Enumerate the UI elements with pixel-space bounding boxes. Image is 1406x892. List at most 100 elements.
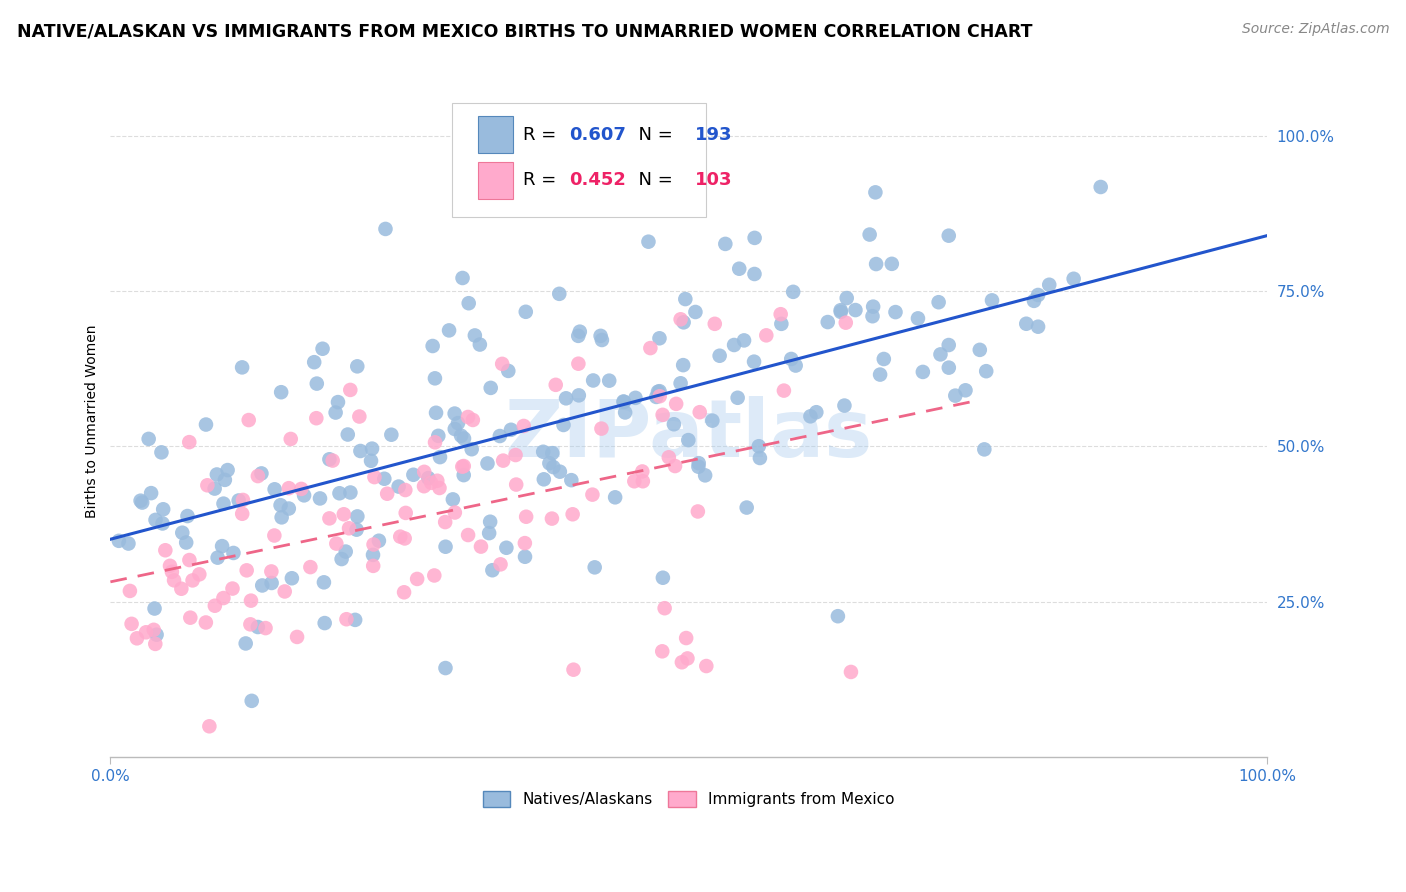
Point: [349, 444, 371, 458]
Point: [394, 532, 416, 546]
Point: [773, 384, 796, 398]
Point: [426, 474, 449, 488]
Point: [441, 492, 464, 507]
Point: [135, 625, 157, 640]
Point: [688, 459, 710, 474]
Point: [274, 584, 297, 599]
Point: [631, 475, 654, 489]
Point: [669, 312, 692, 326]
Point: [174, 535, 197, 549]
Point: [125, 632, 148, 646]
Point: [325, 536, 347, 550]
Point: [131, 495, 153, 509]
Point: [145, 628, 167, 642]
Point: [589, 329, 612, 343]
Point: [498, 364, 520, 378]
Point: [335, 612, 357, 626]
Point: [360, 454, 382, 468]
Point: [434, 661, 457, 675]
Point: [328, 486, 350, 500]
Point: [339, 383, 361, 397]
Point: [561, 508, 583, 522]
Point: [869, 368, 891, 382]
FancyBboxPatch shape: [451, 103, 706, 217]
Point: [598, 374, 620, 388]
Point: [453, 432, 475, 446]
Point: [280, 432, 302, 446]
Point: [204, 482, 226, 496]
Point: [780, 351, 803, 366]
Point: [413, 465, 436, 479]
Point: [827, 609, 849, 624]
Point: [302, 355, 325, 369]
Point: [204, 599, 226, 613]
Point: [702, 414, 724, 428]
Point: [299, 560, 322, 574]
Point: [834, 399, 856, 413]
Point: [943, 389, 966, 403]
Point: [662, 417, 685, 432]
Point: [172, 525, 194, 540]
Point: [118, 583, 141, 598]
Point: [513, 549, 536, 564]
Point: [672, 358, 695, 372]
Point: [270, 385, 292, 400]
Point: [429, 481, 451, 495]
Point: [240, 694, 263, 708]
Point: [138, 432, 160, 446]
Point: [121, 616, 143, 631]
Point: [373, 472, 395, 486]
Point: [312, 575, 335, 590]
Point: [689, 405, 711, 419]
Point: [744, 231, 766, 245]
Point: [651, 644, 673, 658]
Point: [928, 295, 950, 310]
Point: [665, 397, 688, 411]
Text: N =: N =: [627, 171, 679, 189]
Point: [314, 616, 336, 631]
Point: [188, 567, 211, 582]
Point: [142, 623, 165, 637]
Point: [703, 317, 725, 331]
Point: [544, 377, 567, 392]
Point: [651, 408, 673, 422]
Point: [333, 508, 356, 522]
Point: [748, 439, 770, 453]
Point: [143, 637, 166, 651]
Point: [648, 331, 671, 345]
Point: [938, 228, 960, 243]
Point: [582, 374, 605, 388]
Point: [179, 435, 201, 450]
Point: [624, 391, 647, 405]
Point: [770, 317, 793, 331]
Point: [880, 257, 903, 271]
Point: [270, 498, 292, 512]
Point: [155, 543, 177, 558]
Point: [688, 456, 710, 470]
Point: [194, 615, 217, 630]
Point: [246, 469, 269, 483]
Point: [363, 537, 385, 551]
Point: [457, 296, 479, 310]
Point: [150, 445, 173, 459]
Point: [723, 338, 745, 352]
Point: [222, 546, 245, 560]
Point: [423, 568, 446, 582]
Point: [395, 506, 418, 520]
Point: [179, 610, 201, 624]
Point: [479, 515, 502, 529]
Point: [232, 492, 254, 507]
Point: [363, 470, 385, 484]
Point: [859, 227, 882, 242]
Point: [491, 357, 513, 371]
Point: [281, 571, 304, 585]
Point: [212, 497, 235, 511]
Point: [499, 423, 522, 437]
Point: [305, 376, 328, 391]
Point: [468, 337, 491, 351]
Text: R =: R =: [523, 171, 562, 189]
Point: [195, 478, 218, 492]
Point: [361, 442, 384, 456]
Point: [326, 395, 349, 409]
Text: 0.607: 0.607: [569, 126, 627, 144]
